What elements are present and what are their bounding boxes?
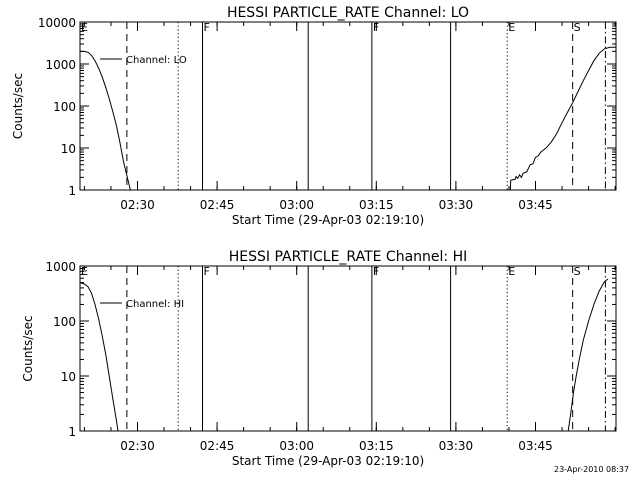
chart-panel-hi: HESSI PARTICLE_RATE Channel: HIEFFESChan… bbox=[21, 249, 617, 468]
event-marker-label: E bbox=[508, 21, 515, 34]
plot-frame bbox=[79, 21, 617, 191]
chart-title: HESSI PARTICLE_RATE Channel: HI bbox=[229, 249, 467, 265]
x-tick-label: 03:30 bbox=[439, 198, 474, 212]
x-tick-label: 03:15 bbox=[359, 439, 394, 453]
x-tick-label: 03:45 bbox=[518, 198, 553, 212]
y-tick-label: 10 bbox=[61, 370, 76, 384]
y-tick-label: 1000 bbox=[45, 260, 76, 274]
data-series-line bbox=[509, 46, 616, 191]
x-tick-label: 03:30 bbox=[439, 439, 474, 453]
y-tick-label: 100 bbox=[53, 100, 76, 114]
event-marker-label: F bbox=[204, 265, 210, 278]
x-axis-label: Start Time (29-Apr-03 02:19:10) bbox=[232, 454, 424, 468]
x-tick-label: 03:45 bbox=[518, 439, 553, 453]
y-tick-label: 10 bbox=[61, 142, 76, 156]
legend-label: Channel: LO bbox=[126, 55, 187, 66]
data-series-line bbox=[79, 282, 119, 432]
event-marker-label: E bbox=[81, 21, 88, 34]
y-axis-label: Counts/sec bbox=[11, 73, 25, 139]
x-tick-label: 03:00 bbox=[279, 439, 314, 453]
plot-frame bbox=[79, 265, 617, 432]
y-axis-label: Counts/sec bbox=[21, 315, 35, 381]
chart-panel-lo: HESSI PARTICLE_RATE Channel: LOEFFESChan… bbox=[11, 5, 617, 227]
event-marker-label: S bbox=[574, 21, 581, 34]
y-tick-label: 100 bbox=[53, 315, 76, 329]
event-marker-label: E bbox=[508, 265, 515, 278]
y-tick-label: 1000 bbox=[45, 58, 76, 72]
data-series-line bbox=[567, 278, 609, 432]
x-tick-label: 02:30 bbox=[120, 439, 155, 453]
x-tick-label: 02:30 bbox=[120, 198, 155, 212]
x-tick-label: 03:00 bbox=[279, 198, 314, 212]
data-series-line bbox=[80, 50, 131, 191]
y-tick-label: 1 bbox=[68, 425, 76, 439]
event-marker-label: S bbox=[574, 265, 581, 278]
generation-timestamp: 23-Apr-2010 08:37 bbox=[554, 465, 630, 474]
x-axis-label: Start Time (29-Apr-03 02:19:10) bbox=[232, 213, 424, 227]
legend-label: Channel: HI bbox=[126, 299, 184, 310]
event-marker-label: F bbox=[204, 21, 210, 34]
x-tick-label: 02:45 bbox=[200, 198, 235, 212]
y-tick-label: 10000 bbox=[38, 16, 76, 30]
event-marker-label: E bbox=[81, 265, 88, 278]
chart-title: HESSI PARTICLE_RATE Channel: LO bbox=[227, 5, 469, 21]
x-tick-label: 02:45 bbox=[200, 439, 235, 453]
x-tick-label: 03:15 bbox=[359, 198, 394, 212]
y-tick-label: 1 bbox=[68, 184, 76, 198]
